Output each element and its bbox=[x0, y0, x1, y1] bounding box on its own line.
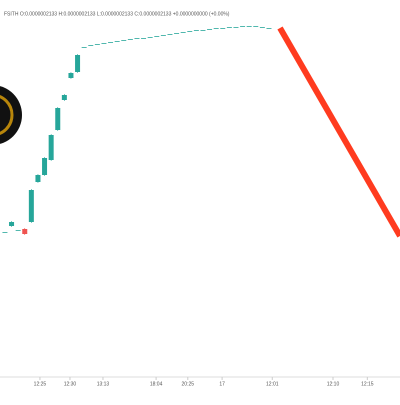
candle-body bbox=[141, 38, 147, 39]
candle-body bbox=[55, 108, 61, 130]
x-tick-label: 12:30 bbox=[64, 381, 77, 387]
candle-body bbox=[259, 27, 265, 28]
candle-body bbox=[180, 32, 186, 33]
candle-body bbox=[147, 37, 153, 38]
candle-body bbox=[68, 73, 74, 78]
logo-ring bbox=[0, 95, 14, 135]
candle-body bbox=[220, 28, 226, 29]
candle-body bbox=[134, 38, 140, 39]
candle-body bbox=[75, 55, 81, 72]
candle-body bbox=[81, 47, 87, 48]
x-tick-label: 13:13 bbox=[97, 381, 110, 387]
candle-body bbox=[2, 232, 8, 233]
candle-body bbox=[246, 26, 252, 27]
candle-body bbox=[213, 28, 219, 29]
candle-body bbox=[154, 36, 160, 37]
candle-body bbox=[193, 30, 199, 31]
annotation-line bbox=[277, 26, 400, 238]
candle-body bbox=[127, 39, 133, 40]
candle-body bbox=[15, 230, 21, 231]
candle-body bbox=[253, 26, 259, 27]
candle-body bbox=[9, 222, 15, 226]
candle-body bbox=[48, 135, 54, 160]
candle-body bbox=[121, 40, 127, 41]
candle-body bbox=[266, 28, 272, 29]
candle-body bbox=[42, 158, 48, 175]
candle-body bbox=[28, 190, 34, 222]
x-tick-label: 12:01 bbox=[266, 381, 279, 387]
candle-body bbox=[114, 41, 120, 42]
candle-body bbox=[61, 95, 67, 100]
x-tick-label: 12:25 bbox=[34, 381, 47, 387]
candle-body bbox=[174, 33, 180, 34]
candle-body bbox=[88, 45, 94, 46]
x-tick-label: 12:15 bbox=[361, 381, 374, 387]
candle-body bbox=[22, 229, 28, 234]
candle-body bbox=[160, 35, 166, 36]
candle-body bbox=[108, 42, 114, 43]
candle-body bbox=[187, 31, 193, 32]
x-tick-label: 20:25 bbox=[182, 381, 195, 387]
candle-body bbox=[207, 29, 213, 30]
candle-body bbox=[94, 44, 100, 45]
candle-body bbox=[226, 27, 232, 28]
candle-body bbox=[200, 30, 206, 31]
x-tick-label: 18:04 bbox=[150, 381, 163, 387]
candle-body bbox=[101, 43, 107, 44]
candle-body bbox=[35, 175, 41, 182]
candle-body bbox=[167, 34, 173, 35]
x-tick-label: 17 bbox=[219, 381, 225, 387]
x-tick-label: 12:10 bbox=[327, 381, 340, 387]
candle-body bbox=[240, 26, 246, 27]
candle-body bbox=[233, 27, 239, 28]
chart-title: FSITH O:0.0000002133 H:0.0000002133 L:0.… bbox=[4, 11, 230, 17]
